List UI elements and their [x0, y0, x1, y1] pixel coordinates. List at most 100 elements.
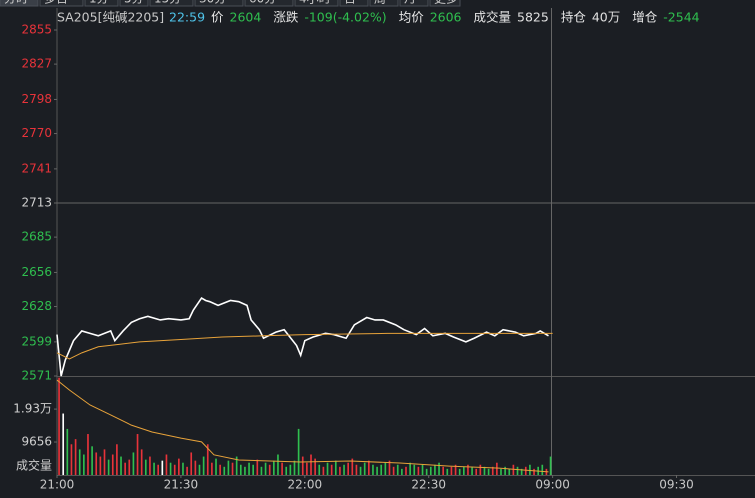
tab-label[interactable]: 多日: [44, 0, 68, 6]
y-tick-label: 2656: [21, 265, 52, 279]
x-tick-label: 21:30: [164, 478, 199, 492]
volume-bar: [396, 464, 399, 475]
volume-bar: [487, 468, 490, 475]
volume-bar: [239, 464, 242, 475]
tab-label[interactable]: 30分: [199, 0, 226, 6]
volume-bar: [388, 460, 391, 475]
tab[interactable]: [39, 0, 84, 7]
volume-bar: [186, 466, 188, 475]
volume-bar: [264, 462, 267, 475]
header-value: 2604: [230, 10, 262, 25]
tab[interactable]: [369, 0, 399, 7]
volume-bar: [194, 460, 197, 475]
volume-bar: [504, 466, 506, 475]
y-tick-label: 2827: [21, 57, 52, 71]
volume-tick-label: 9656: [21, 435, 52, 449]
volume-bar: [471, 466, 473, 475]
volume-line: [56, 379, 549, 473]
volume-tick-label: 1.93万: [13, 402, 52, 416]
header-value: -2544: [663, 10, 699, 25]
volume-bar: [107, 459, 110, 475]
volume-bar: [260, 466, 263, 475]
y-tick-label: 2599: [21, 334, 52, 348]
chart-title: SA205[纯碱2205]: [57, 10, 164, 25]
tab[interactable]: [149, 0, 194, 7]
volume-bar: [343, 464, 345, 475]
volume-bar: [219, 464, 221, 475]
tab-label[interactable]: 日: [344, 0, 356, 6]
tab[interactable]: [244, 0, 294, 7]
volume-bar: [454, 464, 457, 475]
volume-bar: [128, 459, 131, 475]
volume-bar: [256, 459, 259, 475]
volume-bar: [347, 462, 350, 475]
volume-bar: [372, 464, 374, 475]
volume-bar: [434, 464, 436, 475]
volume-bar: [74, 439, 77, 475]
volume-bar: [359, 466, 362, 475]
volume-bar: [285, 466, 288, 475]
volume-bar: [244, 466, 246, 475]
tab-label[interactable]: 60分: [249, 0, 276, 6]
volume-bar: [425, 468, 428, 475]
volume-bar: [83, 454, 85, 475]
tab-label[interactable]: 周: [374, 0, 386, 6]
tab-label[interactable]: 分时: [4, 0, 28, 6]
tab[interactable]: [84, 0, 119, 7]
header-value: -109(-4.02%): [304, 10, 386, 25]
volume-bar: [479, 464, 482, 475]
price-line: [56, 332, 553, 360]
volume-bar: [314, 458, 316, 475]
tab-label[interactable]: 1分: [89, 0, 109, 6]
volume-bar: [297, 428, 300, 475]
volume-bar: [211, 462, 213, 475]
volume-bar: [417, 466, 420, 475]
tab[interactable]: [429, 0, 461, 7]
volume-bar: [368, 460, 370, 475]
header-value: 2606: [430, 10, 462, 25]
volume-bar: [173, 464, 176, 475]
volume-bar: [293, 460, 296, 475]
volume-bar: [206, 444, 209, 475]
volume-bar: [91, 446, 93, 475]
volume-bar: [124, 462, 126, 475]
tab[interactable]: [339, 0, 369, 7]
volume-bar: [70, 444, 73, 475]
header-label: 涨跌: [273, 10, 299, 25]
volume-bar: [95, 452, 98, 475]
volume-bar: [66, 428, 69, 475]
volume-bar: [483, 466, 486, 475]
price-line: [56, 296, 549, 377]
tab[interactable]: [119, 0, 149, 7]
volume-bar: [376, 466, 378, 475]
volume-bar: [533, 468, 535, 475]
tab-label[interactable]: 5分: [124, 0, 144, 6]
volume-bar: [149, 456, 151, 475]
tab-label[interactable]: 更多: [434, 0, 458, 6]
volume-bar: [330, 464, 333, 475]
tab[interactable]: [294, 0, 339, 7]
tab[interactable]: [399, 0, 429, 7]
header-label: 增仓: [632, 10, 658, 25]
header-label: 价: [211, 10, 224, 25]
tab-label[interactable]: 月: [404, 0, 416, 6]
volume-bar: [446, 468, 449, 475]
volume-bar: [508, 468, 511, 475]
tab[interactable]: [194, 0, 244, 7]
tab-label[interactable]: 15分: [154, 0, 181, 6]
y-tick-label: 2713: [21, 196, 52, 210]
x-tick-label: 22:00: [288, 478, 323, 492]
volume-bar: [524, 466, 527, 475]
volume-bar: [132, 452, 135, 475]
volume-bar: [198, 464, 201, 475]
tab-label[interactable]: 4小时: [299, 0, 331, 6]
volume-bar: [421, 464, 424, 475]
volume-bar: [496, 462, 498, 475]
time: 22:59: [169, 10, 205, 25]
volume-bar: [355, 464, 358, 475]
tab[interactable]: [0, 0, 39, 7]
volume-bar: [318, 464, 321, 475]
volume-bar: [467, 464, 469, 475]
volume-bar: [116, 444, 118, 475]
